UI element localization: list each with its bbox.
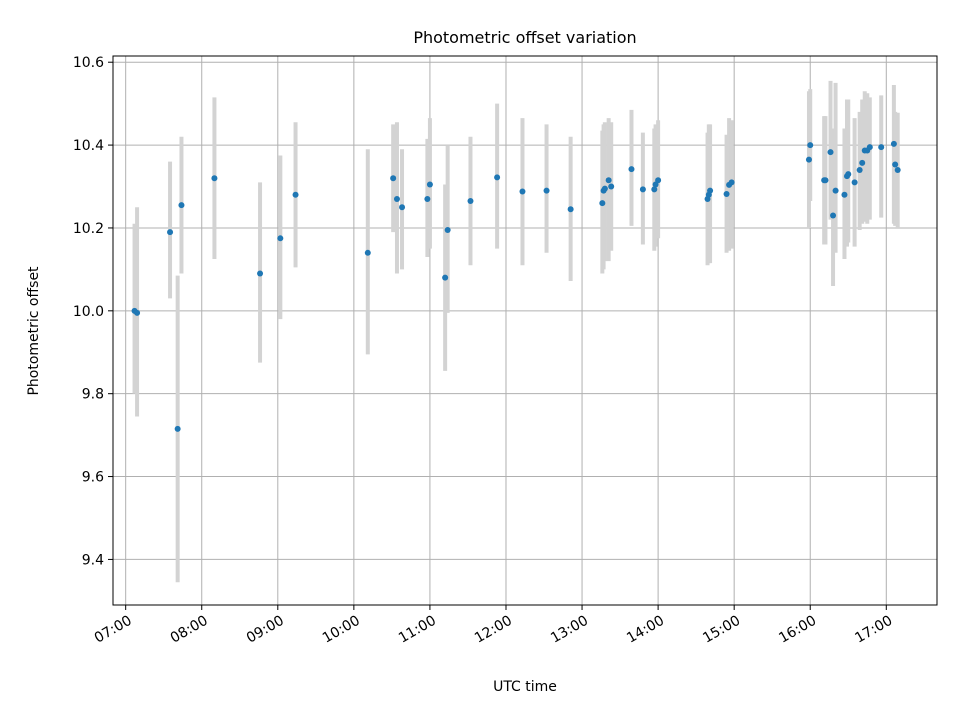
plot-frame	[112, 55, 938, 606]
data-point	[655, 177, 662, 184]
y-tick-label: 10.4	[73, 138, 104, 154]
data-point	[519, 188, 526, 195]
data-point	[723, 190, 730, 197]
data-point	[851, 179, 858, 186]
data-points	[131, 140, 901, 432]
data-point	[605, 177, 612, 184]
y-tick-label: 9.8	[82, 387, 104, 403]
data-point	[832, 187, 839, 194]
data-point	[805, 156, 812, 163]
y-tick-label: 10.6	[73, 55, 104, 71]
data-point	[393, 195, 400, 202]
data-point	[277, 235, 284, 242]
y-tick-label: 10.0	[73, 304, 104, 320]
data-point	[827, 149, 834, 156]
data-point	[399, 204, 406, 211]
data-point	[257, 270, 264, 277]
y-tick-label: 9.4	[82, 552, 104, 568]
data-point	[426, 181, 433, 188]
data-point	[890, 140, 897, 147]
data-point	[567, 206, 574, 213]
data-point	[707, 187, 714, 194]
data-point	[444, 227, 451, 234]
chart-title: Photometric offset variation	[413, 28, 636, 47]
data-point	[364, 249, 371, 256]
data-point	[728, 179, 735, 186]
data-point	[892, 161, 899, 168]
data-point	[866, 144, 873, 151]
grid	[113, 56, 937, 605]
data-point	[424, 195, 431, 202]
data-point	[174, 425, 181, 432]
data-point	[442, 274, 449, 281]
data-point	[467, 198, 474, 205]
data-point	[292, 191, 299, 198]
data-point	[856, 166, 863, 173]
data-point	[390, 175, 397, 182]
data-point	[822, 177, 829, 184]
data-point	[601, 185, 608, 192]
data-point	[845, 171, 852, 178]
data-point	[543, 187, 550, 194]
data-point	[134, 309, 141, 316]
data-point	[830, 212, 837, 219]
y-axis: 9.4 9.6 9.8 10.0 10.2 10.4 10.6	[73, 55, 113, 568]
data-point	[894, 166, 901, 173]
y-tick-label: 9.6	[82, 470, 104, 486]
data-point	[859, 159, 866, 166]
data-point	[178, 202, 185, 209]
y-tick-label: 10.2	[73, 221, 104, 237]
data-point	[841, 191, 848, 198]
data-point	[639, 186, 646, 193]
data-point	[211, 175, 218, 182]
data-point	[628, 166, 635, 173]
data-point	[494, 174, 501, 181]
y-axis-label: Photometric offset	[26, 266, 42, 396]
x-axis-label: UTC time	[493, 679, 557, 695]
data-point	[608, 183, 615, 190]
data-point	[167, 229, 174, 236]
data-point	[807, 142, 814, 149]
data-point	[599, 200, 606, 207]
data-point	[651, 186, 658, 193]
data-point	[878, 144, 885, 151]
